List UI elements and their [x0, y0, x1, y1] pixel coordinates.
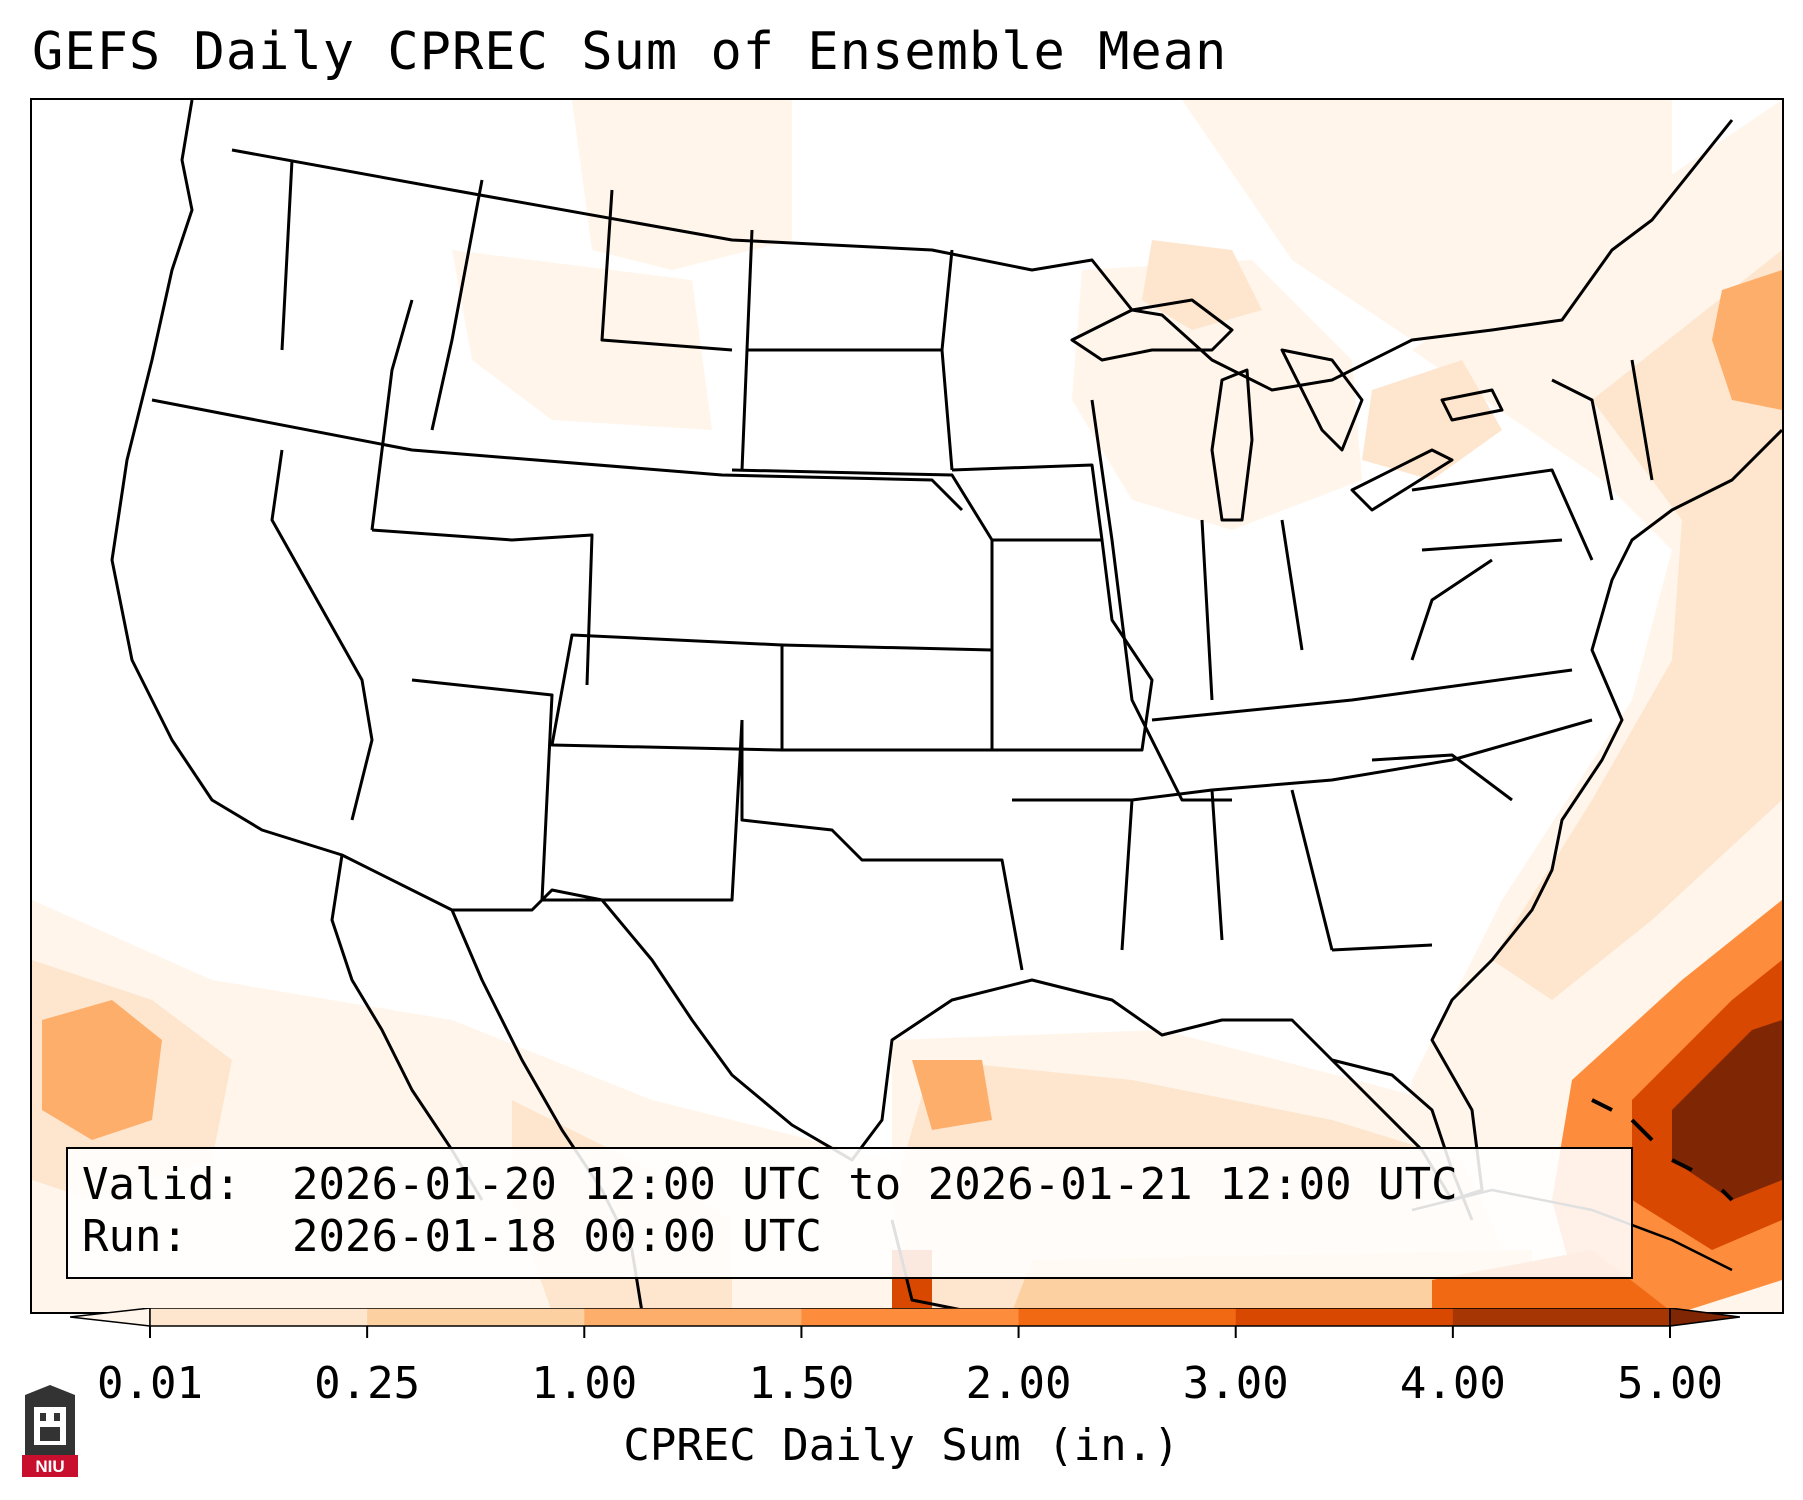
state-lines-dakotas [740, 229, 954, 471]
precip-area-lake-erie [1362, 360, 1502, 480]
run-line: Run: 2026-01-18 00:00 UTC [82, 1211, 822, 1262]
state-lines-nevada [270, 449, 374, 821]
boundaries [110, 100, 1782, 1312]
run-value: 2026-01-18 00:00 UTC [292, 1211, 822, 1262]
us-outline [110, 100, 1782, 1202]
niu-logo: NIU [22, 1385, 78, 1477]
precip-area-texas-coast [912, 1060, 992, 1130]
colorbar-segments [150, 1308, 1671, 1326]
map-canvas [32, 100, 1782, 1312]
state-lines-montana [430, 179, 733, 431]
lake-huron [1280, 348, 1364, 452]
state-lines-tn-ky [1151, 668, 1573, 722]
state-lines-missouri [992, 538, 1154, 752]
colorbar-tick-label: 3.00 [1182, 1358, 1289, 1409]
colorbar-label: CPREC Daily Sum (in.) [623, 1420, 1180, 1471]
precip-area-maine-coast [1712, 270, 1782, 410]
precip-area-great-lakes [1072, 260, 1362, 530]
colorbar-tick-label: 4.00 [1399, 1358, 1506, 1409]
colorbar-border [149, 1308, 1671, 1327]
state-lines-utah [371, 528, 594, 686]
valid-label: Valid: [82, 1159, 241, 1210]
colorbar-right-extension [1669, 1308, 1740, 1327]
state-lines-plains [781, 643, 994, 752]
state-lines-northeast [1411, 359, 1654, 561]
precipitation-map [30, 98, 1784, 1314]
run-label: Run: [82, 1211, 188, 1262]
colorbar-segment [367, 1308, 585, 1326]
colorbar-tick-label: 5.00 [1617, 1358, 1723, 1409]
lake-michigan [1210, 368, 1254, 522]
lake-ontario [1440, 388, 1504, 422]
colorbar-tick-label: 2.00 [965, 1358, 1072, 1409]
bahamas-islands [1591, 1098, 1734, 1202]
colorbar-ticks [149, 1326, 1671, 1338]
state-lines-nebraska [731, 468, 994, 650]
colorbar-segment [1018, 1308, 1237, 1326]
state-lines-carolinas [1371, 558, 1513, 802]
colorbar-segment [801, 1308, 1020, 1326]
state-lines-deep-south [1120, 789, 1433, 952]
colorbar-left-extension [70, 1308, 151, 1327]
valid-value: 2026-01-20 12:00 UTC to 2026-01-21 12:00… [292, 1159, 1458, 1210]
colorbar-segment [150, 1308, 368, 1326]
colorbar-tick-label: 1.50 [748, 1358, 855, 1409]
state-lines-oregon-idaho [370, 299, 414, 531]
svg-text:NIU: NIU [35, 1457, 64, 1476]
precip-shading [32, 100, 1782, 1312]
colorbar-segment [1452, 1308, 1671, 1326]
state-lines-four-corners [411, 678, 744, 902]
colorbar-tick-label: 0.25 [314, 1358, 421, 1409]
state-lines-west [151, 398, 964, 512]
lake-superior [1070, 298, 1234, 362]
colorbar-tick-label: 1.00 [531, 1358, 638, 1409]
colorbar-segment [1235, 1308, 1454, 1326]
state-lines-colorado [550, 633, 784, 752]
map-title: GEFS Daily CPREC Sum of Ensemble Mean [32, 22, 1228, 82]
precip-area-north [572, 100, 792, 270]
colorbar [70, 1308, 1740, 1338]
state-lines-iowa [951, 463, 1104, 541]
state-lines-south [1012, 718, 1593, 802]
lake-erie [1350, 448, 1454, 512]
state-lines-texas-ok [740, 720, 1024, 971]
valid-run-info-box: Valid: 2026-01-20 12:00 UTC to 2026-01-21… [66, 1147, 1633, 1279]
precip-area-upper-michigan [1142, 240, 1262, 330]
precip-area-bahamas-core [1672, 1020, 1782, 1200]
valid-line: Valid: 2026-01-20 12:00 UTC to 2026-01-21… [82, 1159, 1458, 1210]
state-lines-midwest [1090, 399, 1304, 802]
canada-border [231, 119, 1734, 392]
precip-area-atlantic-band [1492, 250, 1782, 1000]
state-lines-idaho [280, 159, 294, 351]
colorbar-segment [584, 1308, 802, 1326]
precip-area-pacific-core [42, 1000, 162, 1140]
colorbar-tick-label: 0.01 [97, 1358, 203, 1409]
precip-area-montana [452, 250, 712, 430]
